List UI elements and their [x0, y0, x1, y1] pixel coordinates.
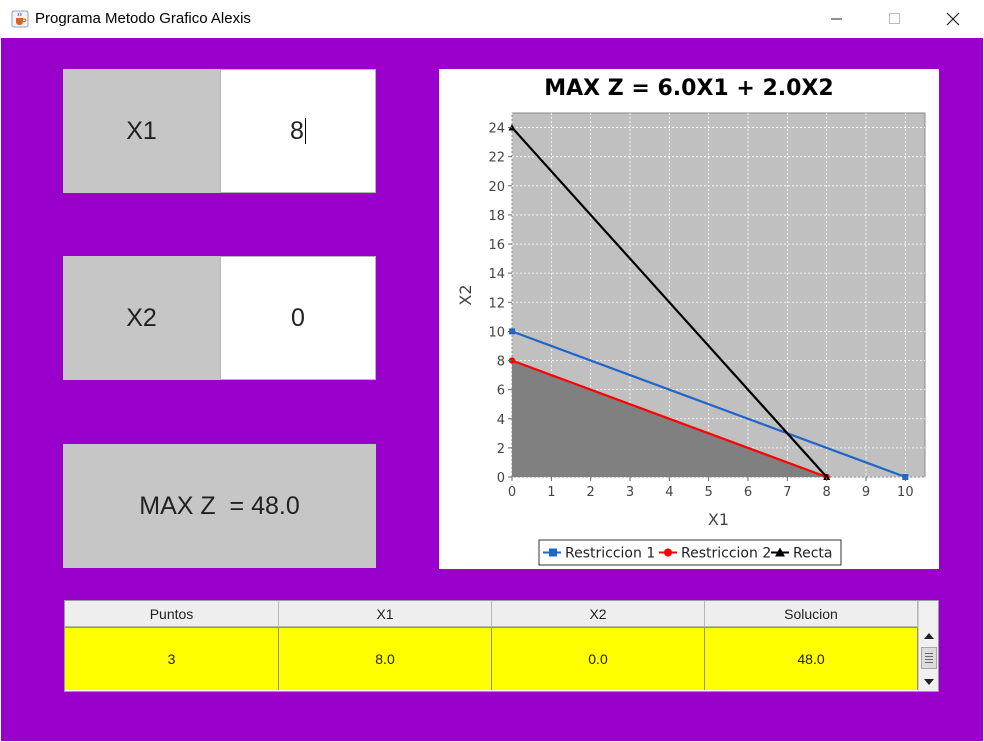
- x2-value: 0: [291, 303, 305, 332]
- arrow-down-icon: [924, 678, 934, 685]
- x-tick-label: 7: [783, 485, 791, 500]
- cell-solucion[interactable]: 48.0: [705, 627, 918, 690]
- legend-label-2: Restriccion 2: [681, 546, 771, 562]
- scroll-up-button[interactable]: [919, 627, 939, 644]
- x-tick-label: 1: [547, 485, 555, 500]
- x2-label-text: X2: [126, 303, 157, 332]
- x1-field[interactable]: 8: [220, 69, 376, 193]
- x2-field[interactable]: 0: [220, 256, 376, 380]
- y-tick-label: 18: [488, 209, 505, 224]
- header-x2[interactable]: X2: [492, 601, 705, 627]
- maximize-button[interactable]: [866, 0, 924, 38]
- maximize-icon: [889, 13, 900, 24]
- x-tick-label: 8: [823, 485, 831, 500]
- table-header: Puntos X1 X2 Solucion: [65, 601, 918, 627]
- scroll-thumb[interactable]: [921, 647, 937, 669]
- y-tick-label: 16: [488, 238, 505, 253]
- x1-label-text: X1: [126, 116, 157, 145]
- y-tick-label: 20: [488, 180, 505, 195]
- y-tick-label: 12: [488, 296, 505, 311]
- legend-label-3: Recta: [793, 546, 832, 562]
- minimize-button[interactable]: [808, 0, 866, 38]
- chart-panel: MAX Z = 6.0X1 + 2.0X2 0 1 2 3 4 5 6 7 8 9 10 0 2 4 6 8 10…: [439, 69, 939, 569]
- table-row[interactable]: 3 8.0 0.0 48.0: [65, 627, 918, 690]
- y-axis-label: X2: [456, 284, 475, 305]
- x-tick-label: 3: [626, 485, 634, 500]
- y-tick-label: 24: [488, 122, 505, 137]
- legend-marker: [664, 548, 672, 557]
- result-panel: MAX Z = 48.0: [63, 444, 376, 568]
- cell-x2[interactable]: 0.0: [492, 627, 705, 690]
- x-tick-label: 9: [862, 485, 870, 500]
- legend-marker: [775, 547, 785, 557]
- y-tick-label: 0: [497, 471, 505, 486]
- java-cup-icon: [11, 10, 29, 28]
- x-tick-label: 10: [897, 485, 914, 500]
- series-line-3: [511, 126, 828, 478]
- chart-title: MAX Z = 6.0X1 + 2.0X2: [544, 76, 833, 101]
- result-text: MAX Z = 48.0: [139, 491, 300, 520]
- cell-x1[interactable]: 8.0: [279, 627, 492, 690]
- header-x1[interactable]: X1: [279, 601, 492, 627]
- close-icon: [946, 12, 960, 26]
- x-tick-label: 5: [705, 485, 713, 500]
- window-title: Programa Metodo Grafico Alexis: [35, 10, 251, 27]
- scroll-down-button[interactable]: [919, 673, 939, 690]
- x-tick-label: 6: [744, 485, 752, 500]
- minimize-icon: [831, 18, 842, 20]
- x2-label: X2: [63, 256, 220, 380]
- series-line-2: [511, 359, 828, 479]
- legend-marker: [549, 548, 557, 557]
- x-tick-label: 4: [665, 485, 673, 500]
- title-bar: Programa Metodo Grafico Alexis: [0, 0, 984, 38]
- vertical-scrollbar[interactable]: [918, 601, 938, 691]
- series-point: [823, 473, 831, 480]
- y-tick-label: 4: [497, 413, 505, 428]
- x-tick-label: 2: [587, 485, 595, 500]
- x-tick-label: 0: [508, 485, 516, 500]
- header-puntos[interactable]: Puntos: [65, 601, 279, 627]
- x-axis-label: X1: [708, 510, 729, 529]
- close-button[interactable]: [924, 0, 982, 38]
- results-table[interactable]: Puntos X1 X2 Solucion 3 8.0 0.0 48.0: [64, 600, 939, 692]
- y-tick-label: 14: [488, 267, 505, 282]
- cell-puntos[interactable]: 3: [65, 627, 279, 690]
- x1-value: 8: [290, 116, 304, 145]
- arrow-up-icon: [924, 632, 934, 639]
- y-tick-label: 8: [497, 355, 505, 370]
- legend: [538, 539, 842, 566]
- legend-label-1: Restriccion 1: [565, 546, 655, 562]
- x1-label: X1: [63, 69, 220, 193]
- y-tick-label: 6: [497, 384, 505, 399]
- y-tick-label: 2: [497, 442, 505, 457]
- header-solucion[interactable]: Solucion: [705, 601, 918, 627]
- text-cursor: [304, 118, 306, 144]
- y-tick-label: 10: [488, 325, 505, 340]
- series-line-1: [511, 330, 906, 479]
- y-tick-label: 22: [488, 151, 505, 166]
- main-panel: X1 8 X2 0 MAX Z = 48.0 MAX Z = 6.0X1 + 2…: [1, 38, 983, 741]
